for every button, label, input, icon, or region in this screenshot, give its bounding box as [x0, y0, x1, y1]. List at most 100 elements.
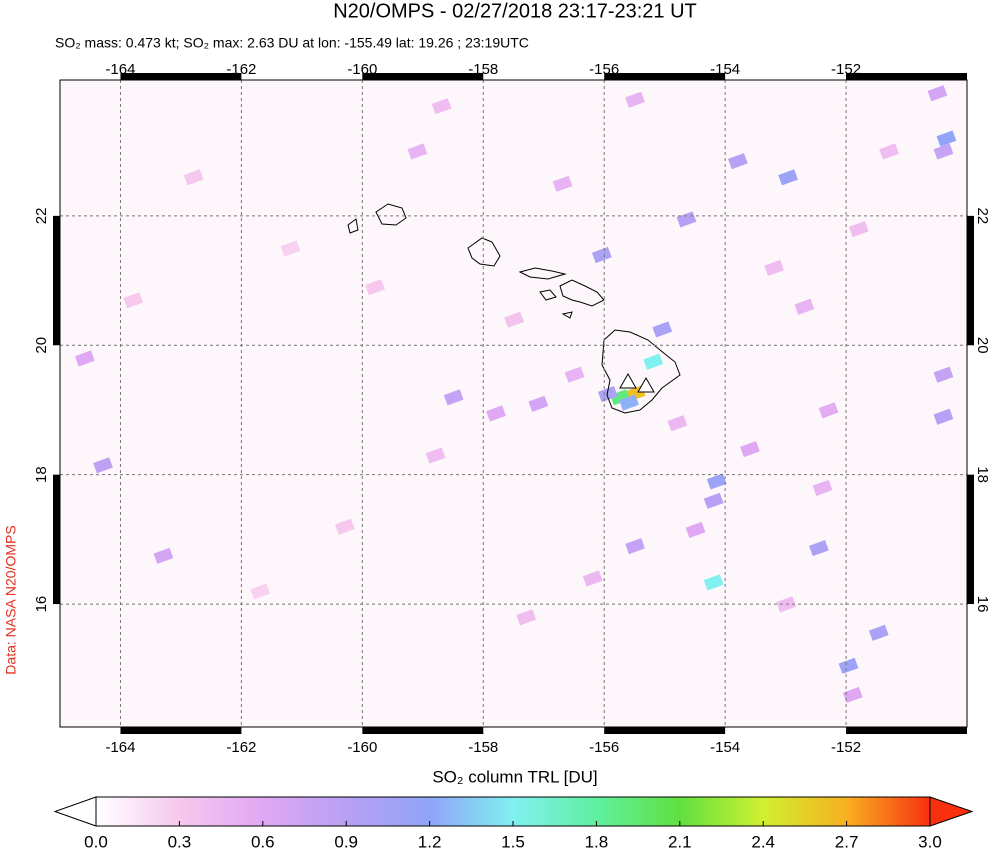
so2-pixel: [250, 583, 271, 600]
so2-pixel: [552, 175, 573, 192]
y-tick-label: 16: [974, 596, 991, 613]
map: [60, 80, 967, 727]
colorbar-tick-label: 1.5: [501, 832, 525, 851]
so2-pixel: [879, 143, 899, 160]
credit: Data: NASA N20/OMPS: [3, 525, 19, 674]
island: [559, 279, 605, 307]
coastlines: [347, 203, 681, 414]
so2-pixel: [936, 130, 957, 147]
so2-pixel: [778, 169, 798, 186]
so2-pixel: [933, 366, 954, 383]
so2-pixel: [93, 457, 113, 474]
so2-pixel: [812, 479, 833, 496]
colorbar-tick-label: 0.3: [168, 832, 192, 851]
x-tick-label: -154: [710, 739, 740, 756]
so2-pixel: [764, 259, 785, 277]
so2-pixel: [703, 574, 724, 591]
colorbar-label: SO₂ column TRL [DU]: [432, 767, 597, 786]
frame-bar: [120, 727, 242, 734]
so2-pixel: [153, 547, 174, 564]
so2-pixel: [74, 350, 95, 367]
island: [539, 289, 557, 301]
so2-pixel: [643, 353, 664, 370]
y-tick-label: 18: [974, 466, 991, 483]
so2-pixel: [676, 211, 697, 228]
frame-bar: [604, 73, 726, 80]
so2-pixel: [582, 570, 603, 587]
y-tick-label: 20: [974, 337, 991, 354]
x-tick-label: -156: [589, 739, 619, 756]
island: [518, 267, 567, 280]
so2-pixel: [933, 143, 954, 160]
so2-pixel: [280, 240, 301, 257]
so2-pixel: [809, 540, 829, 557]
x-tick-label: -162: [226, 739, 256, 756]
frame: -164-164-162-162-160-160-158-158-156-156…: [33, 61, 991, 756]
so2-pixel: [868, 624, 889, 641]
so2-pixel: [516, 609, 537, 626]
colorbar-tick-label: 0.6: [251, 832, 275, 851]
so2-pixel: [848, 221, 869, 238]
title: N20/OMPS - 02/27/2018 23:17-23:21 UT: [333, 0, 697, 22]
volcano-marker: [619, 372, 637, 389]
so2-pixel: [528, 395, 549, 412]
so2-pixel: [365, 279, 385, 296]
so2-pixel: [667, 415, 688, 432]
x-tick-label: -158: [468, 61, 498, 78]
frame-bar: [846, 727, 967, 734]
frame-bar: [53, 474, 60, 605]
so2-pixel: [652, 321, 673, 338]
so2-pixel: [625, 91, 645, 108]
so2-pixel: [818, 402, 839, 419]
so2-pixel: [933, 408, 954, 425]
colorbar-tick-label: 2.1: [668, 832, 692, 851]
y-tick-label: 22: [974, 208, 991, 225]
so2-pixel: [123, 292, 144, 309]
so2-pixel: [407, 143, 428, 160]
so2-pixel: [927, 85, 948, 102]
frame-bar: [362, 727, 484, 734]
frame-bar: [846, 73, 967, 80]
frame-bar: [362, 73, 484, 80]
x-tick-label: -158: [468, 739, 498, 756]
y-tick-label: 18: [33, 466, 50, 483]
y-tick-label: 22: [33, 208, 50, 225]
y-tick-label: 20: [33, 337, 50, 354]
so2-pixel: [591, 246, 612, 264]
island: [601, 329, 681, 414]
so2-pixel: [619, 394, 639, 411]
x-tick-label: -152: [831, 739, 861, 756]
x-tick-label: -164: [105, 739, 135, 756]
colorbar-tick-label: 1.8: [585, 832, 609, 851]
colorbar-tick-label: 3.0: [918, 832, 942, 851]
frame-bar: [967, 215, 974, 346]
y-tick-label: 16: [33, 596, 50, 613]
frame-bar: [53, 215, 60, 346]
colorbar-tick-label: 1.2: [418, 832, 442, 851]
so2-pixel: [334, 518, 355, 535]
map-area: [60, 80, 967, 727]
so2-pixel: [564, 366, 585, 383]
island: [375, 203, 407, 226]
frame-bar: [120, 73, 242, 80]
colorbar-tick-label: 0.9: [334, 832, 358, 851]
frame-bar: [967, 474, 974, 605]
so2-pixel: [794, 298, 815, 315]
so2-pixel: [727, 153, 748, 170]
colorbar-tick-label: 2.7: [835, 832, 859, 851]
map-border: [59, 79, 968, 728]
x-tick-label: -160: [347, 739, 377, 756]
island: [347, 218, 359, 234]
so2-pixel: [625, 538, 645, 555]
island: [561, 311, 573, 319]
x-tick-label: -154: [710, 61, 740, 78]
so2-pixel: [443, 389, 464, 406]
so2-pixel: [740, 441, 760, 458]
frame-bar: [604, 727, 726, 734]
so2-pixel: [685, 521, 706, 539]
colorbar-tick-label: 2.4: [751, 832, 775, 851]
x-tick-label: -162: [226, 61, 256, 78]
so2-pixel: [504, 311, 525, 328]
volcano-marker: [637, 376, 655, 393]
